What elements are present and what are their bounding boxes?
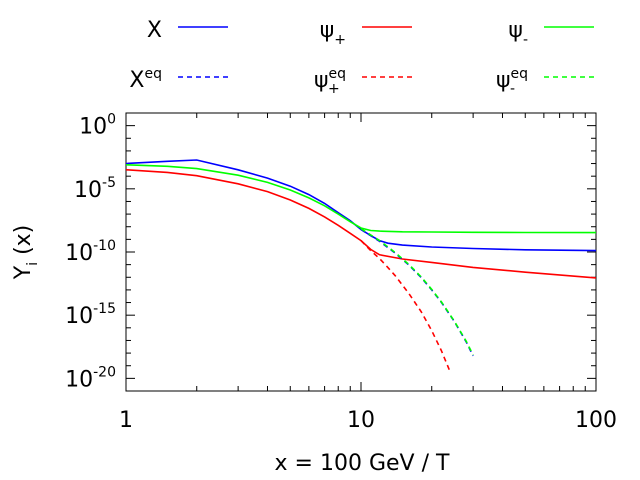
series-line-ψ- xyxy=(126,164,596,234)
axis-ticks xyxy=(125,112,596,392)
legend-label: ψ- xyxy=(508,18,528,48)
legend-label: ψeq + xyxy=(314,66,346,97)
x-axis-label: x = 100 GeV / T xyxy=(275,451,450,476)
legend-label: Xeq xyxy=(129,66,162,93)
series-lines xyxy=(126,159,596,373)
y-tick-label: 10-5 xyxy=(74,175,116,203)
x-tick-label: 100 xyxy=(575,408,617,433)
y-tick-label: 10-15 xyxy=(65,301,116,329)
y-tick-label: 10-10 xyxy=(65,238,116,266)
y-axis-label: Yi (x) xyxy=(11,225,41,281)
legend-label: ψ+ xyxy=(320,18,346,48)
y-tick-label: 10-20 xyxy=(65,364,116,392)
series-line-ψ+eq xyxy=(360,240,452,373)
series-line-X xyxy=(126,159,596,252)
legend-label: X xyxy=(147,18,162,43)
tick-labels: 1 10 100 100 10-5 10-10 10-15 10-20 xyxy=(65,112,617,433)
y-tick-label: 100 xyxy=(79,112,116,140)
plot-frame xyxy=(125,112,597,392)
legend-label: ψeq - xyxy=(496,66,528,97)
x-tick-label: 1 xyxy=(119,408,133,433)
x-tick-label: 10 xyxy=(347,408,375,433)
series-line-ψ+ xyxy=(126,169,596,279)
series-line-ψ-eq xyxy=(360,228,474,356)
plot-border xyxy=(125,112,597,392)
